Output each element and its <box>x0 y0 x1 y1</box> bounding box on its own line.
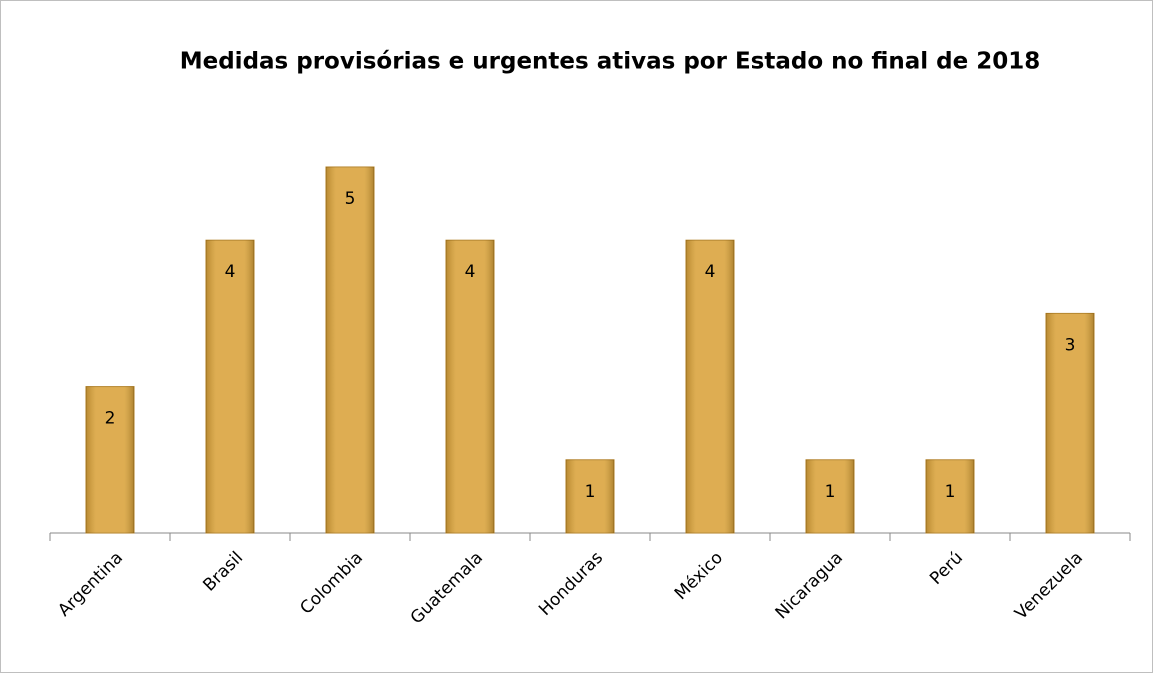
data-label: 4 <box>705 262 716 282</box>
data-label: 5 <box>345 189 356 209</box>
bar-shade <box>326 167 374 533</box>
bar-shade <box>806 459 854 533</box>
data-label: 3 <box>1065 335 1076 355</box>
data-label: 1 <box>585 482 596 502</box>
chart-title: Medidas provisórias e urgentes ativas po… <box>180 49 1041 75</box>
bar-shade <box>446 240 494 533</box>
data-label: 1 <box>945 482 956 502</box>
data-label: 4 <box>465 262 476 282</box>
bar-shade <box>926 459 974 533</box>
bar-shade <box>206 240 254 533</box>
data-label: 2 <box>105 409 116 429</box>
bar-shade <box>86 386 134 533</box>
bar-shade <box>1046 313 1094 533</box>
data-label: 4 <box>225 262 236 282</box>
data-label: 1 <box>825 482 836 502</box>
bar-shade <box>566 459 614 533</box>
bar-shade <box>686 240 734 533</box>
